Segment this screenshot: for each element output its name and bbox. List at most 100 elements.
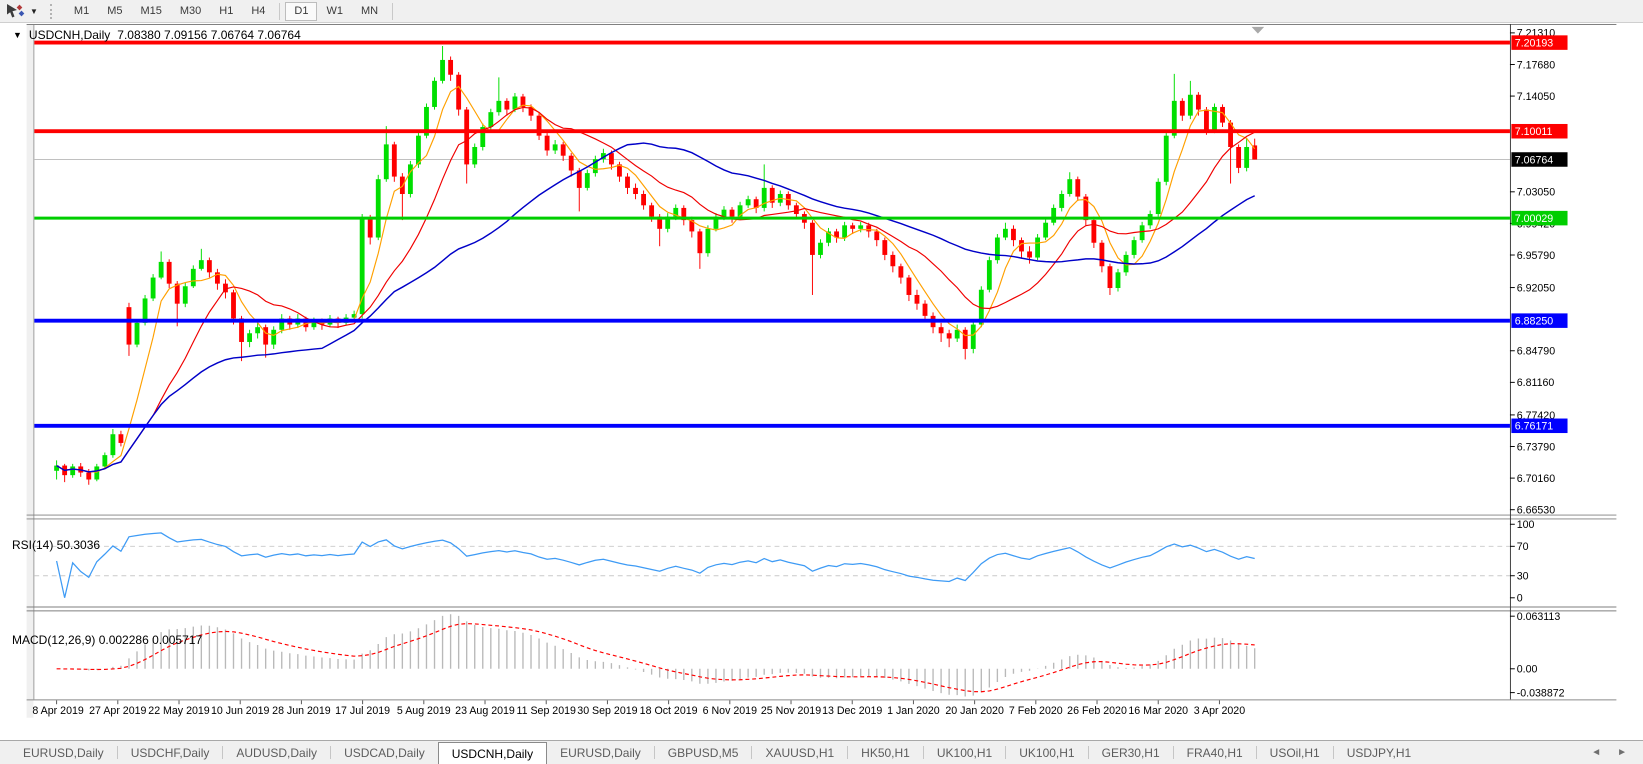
- symbol-tab-uk100[interactable]: UK100,H1: [936, 745, 993, 760]
- candle[interactable]: [472, 143, 478, 168]
- candle[interactable]: [1171, 73, 1177, 139]
- candle[interactable]: [552, 140, 558, 154]
- timeframe-button-m5[interactable]: M5: [107, 4, 123, 17]
- symbol-tab-usoil[interactable]: USOil,H1: [1269, 745, 1320, 760]
- candle[interactable]: [182, 282, 188, 308]
- candle[interactable]: [198, 248, 204, 271]
- candle[interactable]: [391, 141, 397, 182]
- chart-tool-button[interactable]: ▼: [5, 3, 38, 19]
- candle[interactable]: [633, 183, 638, 200]
- candle[interactable]: [826, 227, 831, 247]
- candle[interactable]: [954, 324, 960, 342]
- candle[interactable]: [986, 256, 992, 293]
- candle[interactable]: [810, 220, 815, 295]
- candle[interactable]: [938, 322, 944, 342]
- candle[interactable]: [1115, 268, 1121, 292]
- candle[interactable]: [126, 302, 132, 356]
- candle[interactable]: [70, 463, 76, 478]
- candle[interactable]: [681, 205, 687, 226]
- candle[interactable]: [536, 113, 542, 141]
- candle[interactable]: [54, 460, 60, 480]
- candle[interactable]: [609, 150, 614, 170]
- candle[interactable]: [1212, 103, 1217, 134]
- candle[interactable]: [1147, 210, 1153, 229]
- timeframe-button-d1[interactable]: D1: [285, 1, 318, 21]
- symbol-tab-uk100[interactable]: UK100,H1: [1019, 745, 1075, 760]
- candles-layer[interactable]: [54, 46, 1258, 485]
- candle[interactable]: [359, 214, 365, 319]
- candle[interactable]: [665, 213, 671, 233]
- rsi-scale[interactable]: 100 70 30 0: [1509, 519, 1535, 605]
- candle[interactable]: [118, 430, 124, 447]
- timeframe-button-w1[interactable]: W1: [326, 4, 343, 17]
- candle[interactable]: [1139, 221, 1145, 243]
- candle[interactable]: [584, 169, 590, 191]
- candle[interactable]: [271, 326, 277, 349]
- candle[interactable]: [1067, 172, 1073, 197]
- candle[interactable]: [1131, 236, 1137, 259]
- candle[interactable]: [134, 319, 140, 348]
- candle[interactable]: [560, 141, 566, 161]
- candle[interactable]: [416, 132, 421, 168]
- candle[interactable]: [239, 315, 244, 362]
- candle[interactable]: [520, 93, 526, 113]
- timeframe-button-mn[interactable]: MN: [360, 4, 379, 17]
- candle[interactable]: [922, 300, 928, 322]
- candle[interactable]: [1027, 246, 1032, 264]
- timeframe-button-m15[interactable]: M15: [140, 4, 162, 17]
- price-scale[interactable]: 7.213107.176807.140507.030506.994206.957…: [1509, 28, 1555, 517]
- candle[interactable]: [1035, 234, 1041, 261]
- candle[interactable]: [745, 195, 751, 208]
- symbol-tab-hk50[interactable]: HK50,H1: [861, 745, 910, 760]
- candle[interactable]: [1003, 222, 1008, 241]
- candle[interactable]: [1163, 132, 1169, 186]
- candle[interactable]: [882, 237, 888, 261]
- candle[interactable]: [440, 46, 445, 84]
- macd-scale[interactable]: 0.063113 0.00 -0.038872: [1509, 611, 1565, 699]
- candle[interactable]: [568, 153, 574, 177]
- candle[interactable]: [150, 274, 156, 302]
- candle[interactable]: [753, 196, 759, 214]
- timeframe-button-h1[interactable]: H1: [219, 4, 234, 17]
- candle[interactable]: [946, 329, 952, 348]
- candle[interactable]: [456, 72, 462, 116]
- timeframe-button-m30[interactable]: M30: [179, 4, 202, 17]
- candle[interactable]: [215, 268, 220, 290]
- candle[interactable]: [994, 234, 1000, 264]
- timeframe-button-h4[interactable]: H4: [251, 4, 266, 17]
- candle[interactable]: [1043, 219, 1049, 241]
- symbol-tab-usdjpy[interactable]: USDJPY,H1: [1346, 745, 1412, 760]
- candle[interactable]: [166, 259, 172, 289]
- symbol-tab-usdcad[interactable]: USDCAD,Daily: [344, 745, 425, 760]
- candle[interactable]: [1091, 216, 1097, 248]
- chart-shift-marker[interactable]: [1251, 26, 1265, 34]
- candle[interactable]: [890, 251, 896, 273]
- symbol-tab-usdcnh-active[interactable]: USDCNH,Daily: [437, 742, 548, 764]
- candle[interactable]: [625, 173, 630, 194]
- candle[interactable]: [697, 228, 703, 269]
- candle[interactable]: [1155, 178, 1161, 217]
- candle[interactable]: [970, 321, 976, 354]
- symbol-tab-eurusd[interactable]: EURUSD,Daily: [560, 745, 641, 760]
- collapse-caret-icon[interactable]: ▼: [13, 30, 22, 40]
- candle[interactable]: [488, 108, 494, 130]
- candle[interactable]: [375, 174, 381, 241]
- chart-area[interactable]: 7.213107.176807.140507.030506.994206.957…: [0, 24, 1643, 741]
- candle[interactable]: [432, 77, 437, 110]
- candle[interactable]: [528, 104, 534, 121]
- candle[interactable]: [206, 257, 212, 278]
- symbol-tab-eurusd[interactable]: EURUSD,Daily: [23, 745, 104, 760]
- macd-histogram[interactable]: [57, 614, 1256, 697]
- candle[interactable]: [1051, 204, 1057, 226]
- symbol-tab-audusd[interactable]: AUDUSD,Daily: [236, 745, 318, 760]
- symbol-tab-fra40[interactable]: FRA40,H1: [1186, 745, 1243, 760]
- candle[interactable]: [1011, 225, 1016, 247]
- candle[interactable]: [914, 289, 920, 310]
- symbol-tab-xauusd[interactable]: XAUUSD,H1: [765, 745, 835, 760]
- candle[interactable]: [1107, 263, 1113, 295]
- candle[interactable]: [962, 327, 968, 360]
- toolbar-grip[interactable]: [49, 3, 55, 19]
- candle[interactable]: [448, 56, 454, 81]
- candle[interactable]: [818, 239, 823, 259]
- candle[interactable]: [110, 429, 116, 458]
